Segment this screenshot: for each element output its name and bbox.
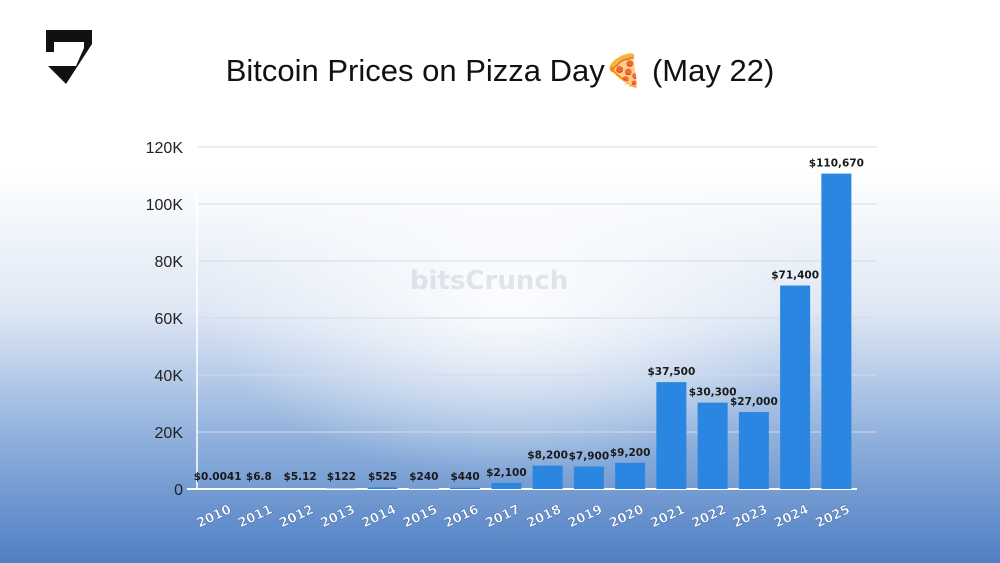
x-tick-label: 2021 <box>648 502 687 531</box>
watermark: bitsCrunch <box>410 266 569 296</box>
data-label: $0.0041 <box>194 471 242 483</box>
x-tick-label: 2013 <box>318 502 357 531</box>
x-tick-label: 2025 <box>813 502 852 531</box>
x-tick-label: 2024 <box>772 502 811 531</box>
x-tick-label: 2020 <box>607 502 646 531</box>
x-tick-label: 2023 <box>731 502 770 531</box>
y-tick-label: 20K <box>155 425 184 442</box>
x-tick-label: 2010 <box>195 502 234 531</box>
y-tick-label: 100K <box>146 197 184 214</box>
data-label: $240 <box>409 471 438 483</box>
x-tick-label: 2018 <box>525 502 564 531</box>
data-label: $2,100 <box>486 467 527 479</box>
x-tick-label: 2015 <box>401 502 440 531</box>
x-tick-label: 2012 <box>277 502 316 531</box>
data-label: $110,670 <box>809 158 864 170</box>
bar-2015 <box>408 488 439 489</box>
data-label: $37,500 <box>647 366 695 378</box>
bar-2016 <box>450 487 481 489</box>
x-tick-label: 2011 <box>236 502 275 531</box>
y-tick-label: 60K <box>155 311 184 328</box>
y-tick-label: 0 <box>174 482 183 499</box>
bar-2021 <box>656 382 687 489</box>
bar-2025 <box>821 173 852 489</box>
bar-2017 <box>491 483 522 489</box>
chart-title: Bitcoin Prices on Pizza Day🍕 (May 22) <box>225 53 775 88</box>
x-tick-label: 2022 <box>690 502 729 531</box>
data-label: $9,200 <box>610 447 651 459</box>
y-tick-label: 80K <box>155 254 184 271</box>
bar-2023 <box>738 412 769 489</box>
bar-2020 <box>615 462 646 489</box>
x-tick-label: 2014 <box>360 502 399 531</box>
x-tick-label: 2017 <box>483 502 522 531</box>
x-tick-label: 2016 <box>442 502 481 531</box>
data-label: $30,300 <box>689 387 737 399</box>
data-label: $122 <box>327 471 356 483</box>
bitscrunch-logo-icon <box>40 30 92 84</box>
data-label: $8,200 <box>527 450 568 462</box>
data-label: $7,900 <box>569 450 610 462</box>
data-label: $71,400 <box>771 270 819 282</box>
data-label: $525 <box>368 471 397 483</box>
bar-2024 <box>780 285 811 489</box>
data-label: $27,000 <box>730 396 778 408</box>
data-label: $440 <box>451 471 480 483</box>
data-label: $5.12 <box>284 471 317 483</box>
x-tick-label: 2019 <box>566 502 605 531</box>
data-label: $6.8 <box>246 471 272 483</box>
bar-2018 <box>532 465 563 489</box>
bar-2022 <box>697 402 728 489</box>
bar-2019 <box>573 466 604 489</box>
y-tick-label: 120K <box>146 140 184 157</box>
y-tick-label: 40K <box>155 368 184 385</box>
bar-2014 <box>367 487 398 489</box>
